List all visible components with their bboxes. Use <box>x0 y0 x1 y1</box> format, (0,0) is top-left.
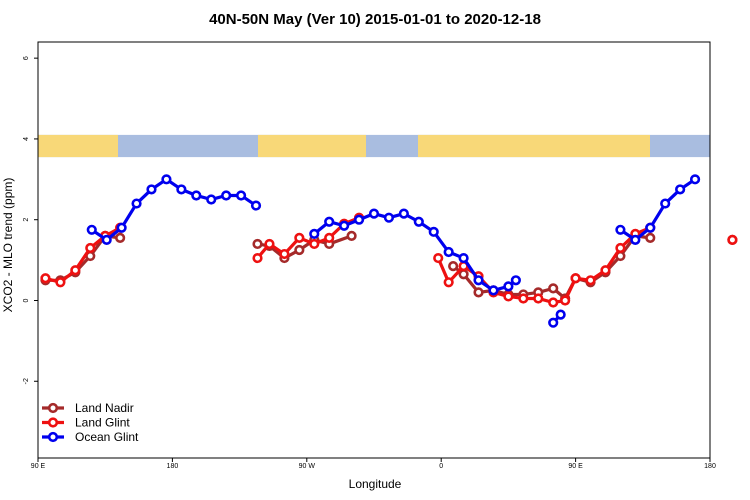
data-point <box>560 295 571 306</box>
data-point <box>70 265 81 276</box>
x-axis: 90 E 180 90 W 0 90 E 180 <box>31 458 716 470</box>
series-land-glint <box>40 212 738 308</box>
data-point <box>131 198 142 209</box>
legend-label: Ocean Glint <box>75 430 139 444</box>
y-axis: -2 0 2 4 6 <box>23 56 38 384</box>
data-point <box>585 275 596 286</box>
data-point <box>615 242 626 254</box>
map-land-2 <box>418 134 650 158</box>
y-tick-label: 6 <box>23 56 30 60</box>
data-point <box>503 281 514 292</box>
data-point <box>235 190 247 201</box>
data-point <box>346 230 357 241</box>
data-point <box>433 252 444 264</box>
data-point <box>324 232 335 243</box>
data-point <box>279 248 290 260</box>
y-tick-label: -2 <box>23 378 30 384</box>
data-point <box>413 216 424 227</box>
x-tick-label: 180 <box>167 463 179 470</box>
data-point <box>398 208 409 219</box>
data-point <box>252 252 263 264</box>
data-point <box>448 261 459 272</box>
legend-marker <box>47 402 59 414</box>
data-point <box>40 273 51 284</box>
data-point <box>428 226 439 237</box>
data-point <box>503 291 514 302</box>
data-point <box>645 222 656 233</box>
y-axis-label: XCO2 - MLO trend (ppm) <box>1 178 15 313</box>
data-point <box>309 238 320 250</box>
data-point <box>443 246 454 258</box>
data-point <box>555 309 566 320</box>
data-point <box>727 234 738 246</box>
data-point <box>101 234 112 246</box>
world-map-strip <box>38 134 710 158</box>
data-point <box>510 275 521 286</box>
data-point <box>353 214 365 225</box>
data-point <box>250 200 262 211</box>
data-point <box>443 277 454 288</box>
data-point <box>630 234 641 246</box>
data-point <box>660 198 671 209</box>
y-tick-label: 4 <box>23 137 30 141</box>
legend-label: Land Glint <box>75 416 130 430</box>
data-point <box>294 232 305 243</box>
legend-label: Land Nadir <box>75 401 134 415</box>
x-tick-label: 90 W <box>299 463 316 470</box>
data-point <box>324 216 335 227</box>
x-tick-label: 90 E <box>31 463 46 470</box>
data-point <box>309 228 320 239</box>
data-point <box>473 287 484 298</box>
y-tick-label: 0 <box>23 298 30 302</box>
series-ocean-glint <box>86 174 701 328</box>
series-layer <box>40 174 738 328</box>
x-axis-label: Longitude <box>349 477 402 491</box>
map-land-0 <box>38 134 118 158</box>
data-point <box>115 232 126 243</box>
data-point <box>161 174 172 185</box>
data-point <box>86 224 97 235</box>
data-point <box>206 194 217 205</box>
x-tick-label: 0 <box>439 463 443 470</box>
data-point <box>675 184 686 195</box>
data-point <box>645 232 656 243</box>
data-point <box>473 275 484 286</box>
data-point <box>518 293 529 304</box>
data-point <box>176 184 187 195</box>
data-point <box>533 293 544 304</box>
data-point <box>221 190 232 201</box>
legend-marker <box>47 431 59 443</box>
data-point <box>85 242 96 254</box>
data-point <box>570 273 581 284</box>
x-tick-label: 90 E <box>568 463 583 470</box>
y-tick-label: 2 <box>23 218 30 222</box>
plot-frame <box>37 41 711 459</box>
data-point <box>339 220 350 231</box>
data-point <box>252 238 263 250</box>
data-point <box>600 265 611 276</box>
data-point <box>55 277 66 288</box>
data-point <box>191 190 202 201</box>
data-point <box>458 269 469 280</box>
data-point <box>294 244 305 256</box>
series-line <box>90 177 257 242</box>
data-point <box>615 224 626 235</box>
data-point <box>689 174 701 185</box>
x-tick-label: 180 <box>704 463 716 470</box>
data-point <box>458 252 469 264</box>
data-point <box>146 184 157 195</box>
data-point <box>488 285 499 296</box>
data-point <box>548 297 559 308</box>
data-point <box>368 208 380 219</box>
data-point <box>548 283 559 294</box>
data-point <box>116 222 127 233</box>
data-point <box>548 317 559 328</box>
legend-marker <box>47 417 59 428</box>
data-point <box>264 238 275 250</box>
map-land-1 <box>258 134 366 158</box>
chart-title: 40N-50N May (Ver 10) 2015-01-01 to 2020-… <box>209 11 541 28</box>
data-point <box>383 212 395 223</box>
